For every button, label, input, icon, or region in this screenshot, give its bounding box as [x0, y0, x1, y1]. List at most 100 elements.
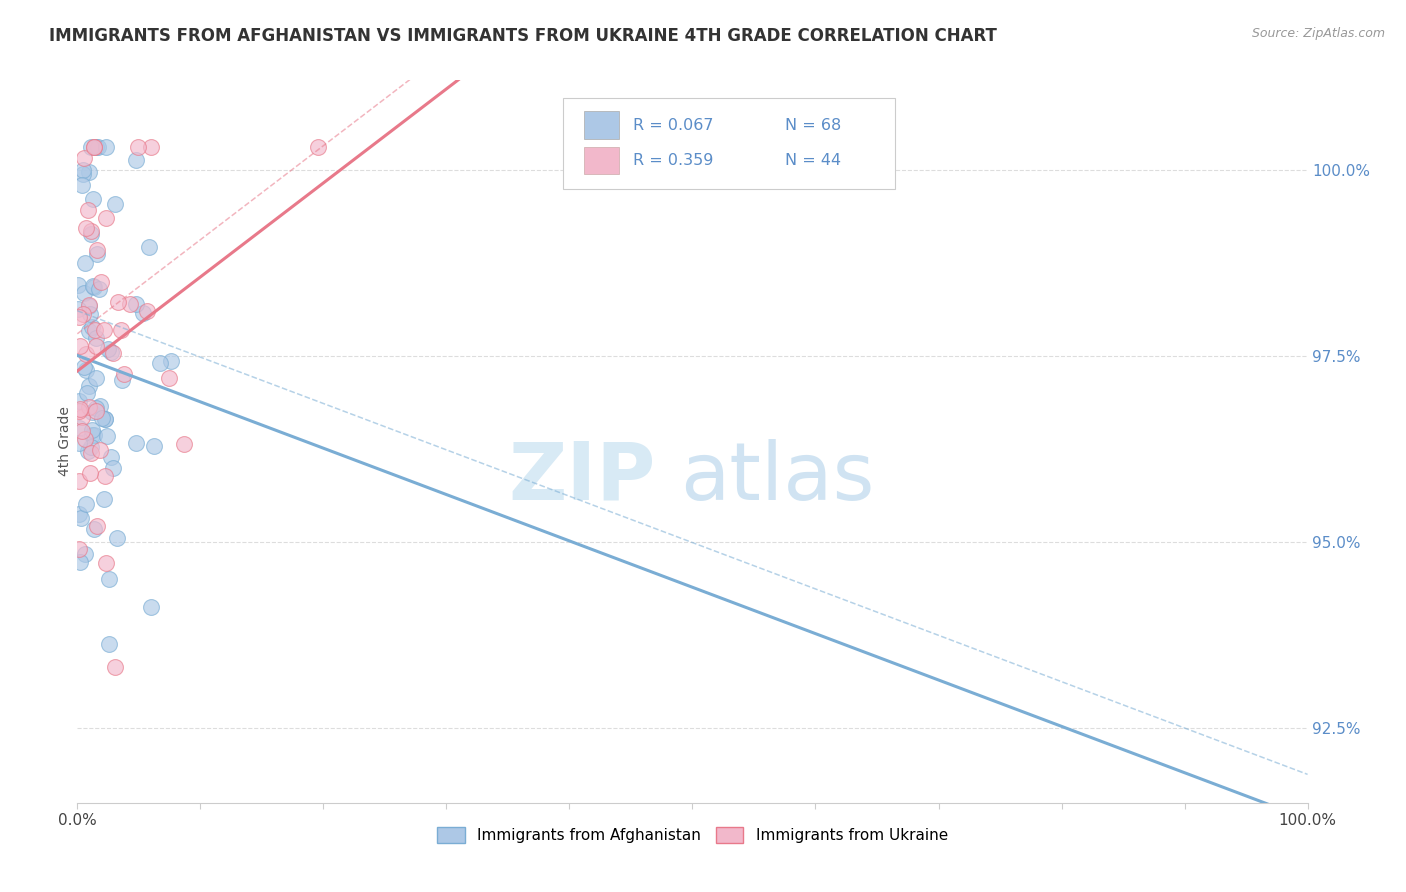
Point	[80, 140, 103, 154]
Point	[72, 167, 94, 181]
Point	[77, 378, 100, 392]
Point	[84, 370, 107, 384]
Point	[93, 492, 115, 507]
Y-axis label: 4th Grade: 4th Grade	[58, 407, 72, 476]
Point	[112, 367, 135, 381]
Point	[97, 637, 120, 651]
Text: N = 68: N = 68	[785, 118, 841, 133]
Point	[66, 277, 89, 292]
Text: N = 44: N = 44	[785, 153, 841, 168]
Point	[94, 140, 117, 154]
Point	[136, 304, 159, 318]
Point	[67, 394, 90, 409]
Point	[86, 243, 108, 257]
Point	[90, 276, 112, 290]
Point	[89, 282, 111, 296]
Bar	[585, 147, 619, 174]
Point	[84, 401, 107, 416]
Point	[100, 345, 122, 359]
Point	[84, 404, 107, 418]
Point	[79, 307, 101, 321]
Text: R = 0.067: R = 0.067	[634, 118, 714, 133]
Point	[72, 307, 94, 321]
Point	[86, 338, 108, 352]
Point	[80, 427, 103, 442]
Point	[77, 165, 100, 179]
Point	[77, 299, 100, 313]
Point	[73, 151, 96, 165]
Point	[67, 421, 90, 435]
Point	[100, 450, 122, 464]
Point	[91, 411, 114, 425]
Point	[86, 247, 108, 261]
Point	[70, 409, 93, 424]
Point	[72, 163, 94, 178]
Point	[76, 385, 98, 400]
Point	[80, 446, 103, 460]
Point	[79, 466, 101, 480]
Point	[97, 572, 120, 586]
Text: ZIP: ZIP	[509, 439, 655, 516]
Point	[120, 297, 142, 311]
Point	[84, 331, 107, 345]
Point	[82, 405, 104, 419]
Point	[70, 178, 93, 193]
Point	[73, 286, 96, 301]
Point	[93, 323, 115, 337]
Point	[67, 403, 90, 417]
Point	[104, 660, 127, 674]
Point	[69, 555, 91, 569]
Point	[80, 441, 103, 455]
Point	[77, 324, 100, 338]
Point	[93, 412, 115, 426]
Point	[83, 140, 105, 154]
Point	[75, 497, 97, 511]
Point	[94, 469, 117, 483]
Point	[67, 436, 90, 450]
Point	[107, 295, 129, 310]
Point	[103, 346, 125, 360]
Point	[77, 203, 100, 218]
Point	[111, 373, 134, 387]
Point	[67, 474, 90, 488]
Point	[67, 507, 90, 521]
Point	[160, 354, 183, 368]
Point	[94, 556, 117, 570]
Point	[86, 519, 108, 533]
Point	[89, 399, 111, 413]
Point	[125, 153, 148, 167]
Point	[77, 443, 100, 458]
Point	[89, 443, 111, 458]
Point	[97, 343, 120, 357]
Text: Source: ZipAtlas.com: Source: ZipAtlas.com	[1251, 27, 1385, 40]
Point	[83, 523, 105, 537]
Point	[69, 401, 91, 416]
Point	[94, 211, 117, 225]
Point	[139, 600, 162, 615]
Point	[75, 221, 97, 235]
Point	[73, 433, 96, 447]
Text: R = 0.359: R = 0.359	[634, 153, 714, 168]
Point	[96, 429, 118, 443]
Point	[132, 306, 155, 320]
Point	[83, 428, 105, 442]
Point	[86, 140, 108, 154]
Bar	[585, 112, 619, 139]
Point	[87, 140, 110, 154]
Text: atlas: atlas	[681, 439, 875, 516]
Point	[70, 510, 93, 524]
FancyBboxPatch shape	[564, 98, 896, 189]
Point	[75, 255, 97, 269]
Point	[73, 360, 96, 375]
Point	[141, 140, 163, 154]
Text: IMMIGRANTS FROM AFGHANISTAN VS IMMIGRANTS FROM UKRAINE 4TH GRADE CORRELATION CHA: IMMIGRANTS FROM AFGHANISTAN VS IMMIGRANT…	[49, 27, 997, 45]
Point	[69, 339, 91, 353]
Point	[103, 461, 125, 475]
Point	[67, 542, 90, 557]
Point	[149, 356, 172, 370]
Point	[79, 227, 101, 241]
Point	[125, 297, 148, 311]
Point	[138, 240, 160, 254]
Legend: Immigrants from Afghanistan, Immigrants from Ukraine: Immigrants from Afghanistan, Immigrants …	[430, 822, 955, 849]
Point	[142, 440, 165, 454]
